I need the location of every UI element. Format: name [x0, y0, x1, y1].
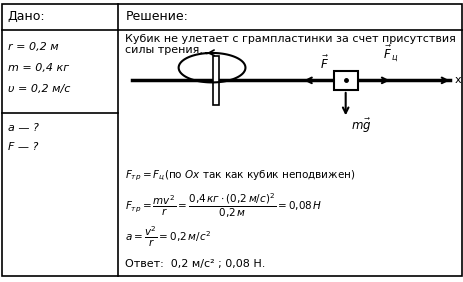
Text: Кубик не улетает с грампластинки за счет присутствия: Кубик не улетает с грампластинки за счет… — [125, 34, 455, 44]
Bar — [333, 71, 357, 90]
Bar — [213, 56, 218, 105]
Text: m = 0,4 кг: m = 0,4 кг — [8, 63, 69, 73]
Text: F — ?: F — ? — [8, 142, 38, 152]
Text: a — ?: a — ? — [8, 123, 39, 133]
Text: Решение:: Решение: — [125, 10, 188, 23]
Text: $F_{тр} = F_{ц}$(по $Ox$ так как кубик неподвижен): $F_{тр} = F_{ц}$(по $Ox$ так как кубик н… — [125, 169, 355, 184]
Text: Ответ:  0,2 м/с² ; 0,08 Н.: Ответ: 0,2 м/с² ; 0,08 Н. — [125, 259, 265, 269]
Text: $F_{тр} = \dfrac{mv^2}{r} = \dfrac{0{,}4\,кг\cdot(0{,}2\,м/с)^2}{0{,}2\,м} = 0{,: $F_{тр} = \dfrac{mv^2}{r} = \dfrac{0{,}4… — [125, 192, 322, 220]
Text: силы трения.: силы трения. — [125, 45, 203, 55]
Text: $a = \dfrac{v^2}{r} = 0{,}2\,м/с^2$: $a = \dfrac{v^2}{r} = 0{,}2\,м/с^2$ — [125, 225, 211, 250]
Text: υ = 0,2 м/с: υ = 0,2 м/с — [8, 84, 70, 94]
Text: r = 0,2 м: r = 0,2 м — [8, 41, 59, 52]
Text: $\vec{F}_{\,ц}$: $\vec{F}_{\,ц}$ — [382, 43, 397, 64]
Text: $m\vec{g}$: $m\vec{g}$ — [350, 117, 371, 135]
Text: x: x — [454, 75, 460, 85]
Text: Дано:: Дано: — [7, 10, 44, 23]
Text: $\vec{F}$: $\vec{F}$ — [319, 55, 328, 72]
